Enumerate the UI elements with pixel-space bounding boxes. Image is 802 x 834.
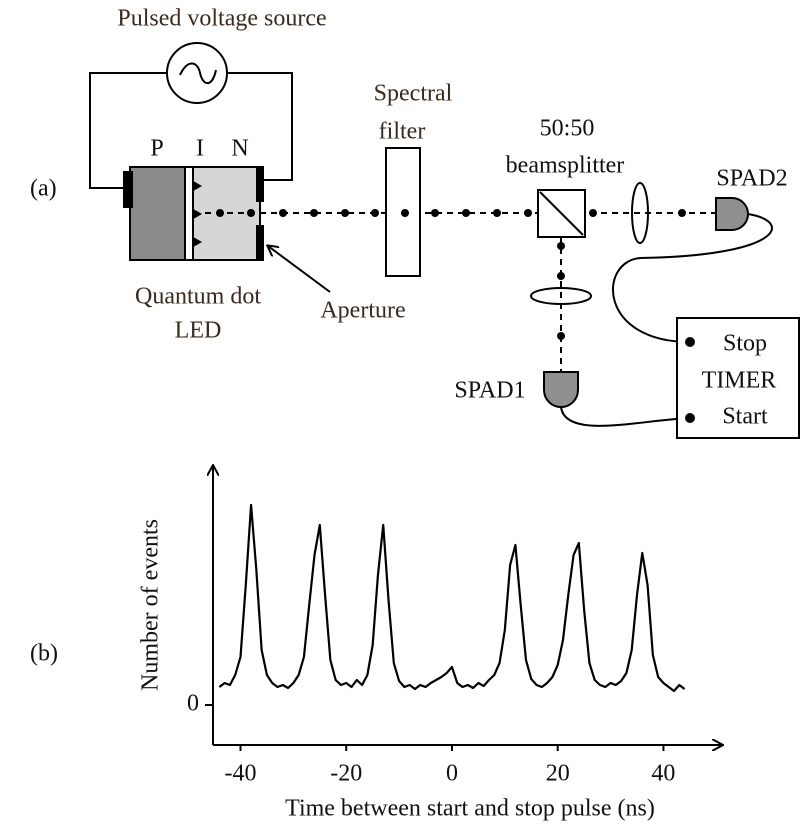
voltage-source bbox=[166, 42, 228, 104]
panel-label: (a) bbox=[30, 176, 57, 202]
filter-label: Spectral bbox=[374, 81, 453, 107]
timer-label: Start bbox=[722, 404, 768, 430]
beamsplitter-diagonal bbox=[539, 191, 584, 236]
detector-label: SPAD1 bbox=[454, 378, 525, 404]
led-label: LED bbox=[175, 318, 222, 344]
x-tick-label: -20 bbox=[330, 761, 362, 787]
timer-label: Stop bbox=[723, 331, 767, 357]
x-tick-label: 20 bbox=[546, 761, 570, 787]
setup-diagram bbox=[89, 42, 800, 439]
contact bbox=[123, 171, 133, 208]
aperture-bottom bbox=[256, 225, 264, 261]
source-label: Pulsed voltage source bbox=[117, 6, 326, 32]
lens bbox=[631, 182, 649, 244]
p-layer bbox=[129, 166, 186, 261]
source-symbol bbox=[179, 62, 217, 85]
detector-label: SPAD2 bbox=[716, 166, 787, 192]
chart: Time between start and stop pulse (ns) N… bbox=[138, 466, 723, 822]
layer-label: N bbox=[231, 136, 248, 162]
aperture-arrow bbox=[268, 246, 331, 293]
beamsplitter-label: beamsplitter bbox=[506, 153, 625, 179]
timer-label: TIMER bbox=[702, 368, 777, 394]
fiber bbox=[611, 213, 773, 343]
x-tick-label: 40 bbox=[651, 761, 675, 787]
spad2-detector bbox=[715, 197, 749, 231]
x-axis-label: Time between start and stop pulse (ns) bbox=[285, 796, 655, 822]
x-tick-label: -40 bbox=[224, 761, 256, 787]
layer-label: I bbox=[196, 136, 204, 162]
fiber bbox=[560, 406, 691, 427]
led-label: Quantum dot bbox=[135, 284, 261, 310]
filter-label: filter bbox=[379, 119, 426, 145]
y-axis-label: Number of events bbox=[138, 519, 164, 691]
x-tick-label: 0 bbox=[446, 761, 458, 787]
lens bbox=[530, 287, 592, 305]
wire bbox=[89, 72, 293, 189]
i-layer bbox=[184, 166, 194, 261]
aperture-top bbox=[256, 166, 264, 202]
quantum-dots bbox=[192, 180, 203, 248]
timer-box bbox=[676, 317, 800, 439]
data-line bbox=[218, 503, 686, 693]
y-tick-label: 0 bbox=[187, 691, 199, 717]
aperture-label: Aperture bbox=[320, 298, 405, 324]
layer-label: P bbox=[150, 136, 163, 162]
beamsplitter-label: 50:50 bbox=[540, 116, 595, 142]
diagram-labels: Pulsed voltage source (a) P I N Quantum … bbox=[30, 6, 788, 667]
panel-label: (b) bbox=[30, 641, 58, 667]
spad1-detector bbox=[543, 371, 579, 408]
photons bbox=[216, 209, 695, 423]
